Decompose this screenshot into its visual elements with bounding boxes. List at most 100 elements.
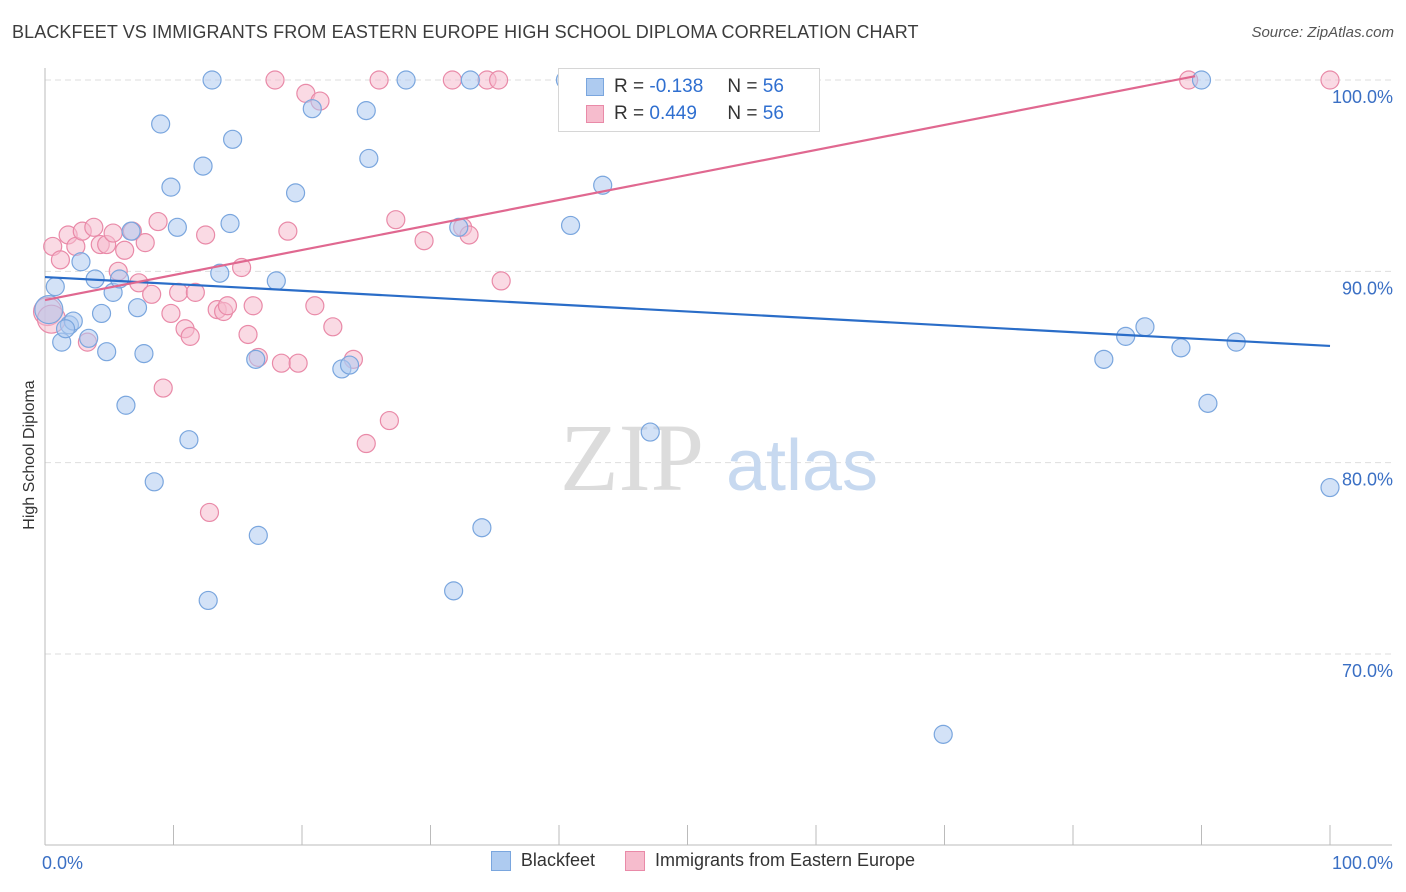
blackfeet-point — [248, 525, 268, 545]
blackfeet-point — [71, 252, 91, 272]
series-legend: Blackfeet Immigrants from Eastern Europe — [0, 850, 1406, 871]
source-label: Source: ZipAtlas.com — [1251, 24, 1394, 41]
blackfeet-point — [45, 277, 65, 297]
immigrants-point — [489, 70, 509, 90]
immigrants-point — [288, 353, 308, 373]
blackfeet-point — [79, 328, 99, 348]
immigrants-point — [185, 282, 205, 302]
blackfeet-point — [223, 129, 243, 149]
blackfeet-point — [220, 213, 240, 234]
blackfeet-point — [202, 70, 222, 90]
legend-r-label: R = — [614, 76, 645, 97]
x-tick-label: 100.0% — [1332, 853, 1393, 873]
blackfeet-point — [109, 269, 130, 289]
legend-r-value: -0.138 — [649, 76, 704, 97]
series-blackfeet-points — [34, 70, 1340, 744]
immigrants-trend-line — [44, 75, 1196, 302]
blackfeet-point — [97, 342, 117, 362]
immigrants-point — [323, 317, 343, 337]
blackfeet-point — [356, 101, 376, 121]
blackfeet-point — [210, 263, 230, 283]
immigrants-point — [135, 233, 155, 253]
immigrants-point — [153, 378, 173, 398]
legend-n-value: 56 — [762, 103, 784, 124]
y-tick-label: 90.0% — [1342, 278, 1393, 298]
blackfeet-point — [1198, 393, 1218, 413]
immigrants-point — [238, 324, 258, 345]
immigrants-point — [180, 326, 200, 346]
blackfeet-point — [1094, 349, 1114, 369]
immigrants-point — [379, 410, 399, 431]
immigrants-point — [491, 271, 511, 291]
blackfeet-point — [55, 319, 76, 339]
blackfeet-point — [144, 472, 164, 492]
blackfeet-point — [359, 148, 379, 169]
blackfeet-point — [151, 114, 171, 134]
y-tick-label: 70.0% — [1342, 661, 1393, 681]
immigrants-point — [1320, 70, 1340, 90]
blackfeet-point — [167, 217, 187, 237]
blackfeet-point — [266, 271, 286, 291]
axes — [44, 68, 1392, 846]
legend-n-label: N = — [727, 76, 758, 97]
blackfeet-point — [193, 156, 213, 176]
blackfeet-point — [1191, 70, 1212, 90]
legend-swatch-pink — [624, 850, 645, 871]
blackfeet-point — [460, 70, 480, 90]
immigrants-point — [265, 70, 285, 90]
blackfeet-point — [1320, 477, 1340, 498]
legend-item-blackfeet[interactable]: Blackfeet — [490, 850, 595, 871]
blackfeet-point — [444, 581, 464, 601]
gridlines — [45, 79, 1392, 655]
blackfeet-point — [246, 349, 266, 369]
blackfeet-point — [640, 422, 660, 442]
blackfeet-point — [449, 217, 469, 237]
watermark-atlas: atlas — [726, 426, 878, 506]
immigrants-point — [386, 210, 406, 230]
legend-r-value: 0.449 — [649, 103, 697, 124]
blackfeet-point — [339, 355, 360, 375]
legend-item-immigrants[interactable]: Immigrants from Eastern Europe — [624, 850, 916, 871]
chart-title: BLACKFEET VS IMMIGRANTS FROM EASTERN EUR… — [12, 22, 919, 42]
legend-n-label: N = — [727, 103, 758, 124]
legend-label-blackfeet: Blackfeet — [520, 850, 595, 870]
legend-swatch-blue — [490, 850, 511, 871]
blackfeet-point — [560, 215, 581, 236]
blackfeet-point — [1171, 338, 1191, 358]
immigrants-point — [243, 296, 263, 316]
trend-lines — [44, 75, 1331, 348]
legend-n-value: 56 — [762, 76, 784, 97]
immigrants-point — [199, 502, 220, 523]
blackfeet-point — [91, 303, 112, 324]
blackfeet-point — [396, 70, 416, 90]
immigrants-point — [115, 240, 135, 260]
immigrants-point — [142, 284, 162, 304]
immigrants-point — [278, 221, 298, 241]
immigrants-point — [84, 217, 104, 237]
blackfeet-trend-line — [44, 275, 1331, 348]
immigrants-point — [103, 223, 123, 243]
blackfeet-point — [198, 590, 218, 611]
immigrants-point — [148, 211, 168, 232]
tick-labels: 100.0% 90.0% 80.0% 70.0% 0.0% 100.0% — [42, 87, 1393, 873]
blackfeet-point — [1135, 317, 1155, 337]
legend-label-immigrants: Immigrants from Eastern Europe — [654, 850, 916, 870]
immigrants-point — [196, 225, 216, 245]
blackfeet-point — [121, 221, 141, 241]
blackfeet-point — [285, 183, 306, 203]
blackfeet-point — [134, 344, 154, 364]
legend-swatch-pink — [586, 105, 604, 123]
immigrants-point — [414, 231, 434, 251]
immigrants-point — [50, 250, 71, 270]
blackfeet-point — [161, 177, 181, 197]
legend-r-label: R = — [614, 103, 645, 124]
blackfeet-point — [179, 430, 199, 450]
immigrants-point — [271, 353, 292, 373]
blackfeet-point — [472, 518, 492, 538]
blackfeet-point — [34, 295, 64, 325]
immigrants-point — [169, 282, 189, 302]
correlation-legend: R = -0.138 N = 56 R = 0.449 N = 56 — [558, 68, 820, 132]
blackfeet-point — [116, 395, 136, 415]
legend-row-blackfeet: R = -0.138 N = 56 — [559, 74, 784, 100]
